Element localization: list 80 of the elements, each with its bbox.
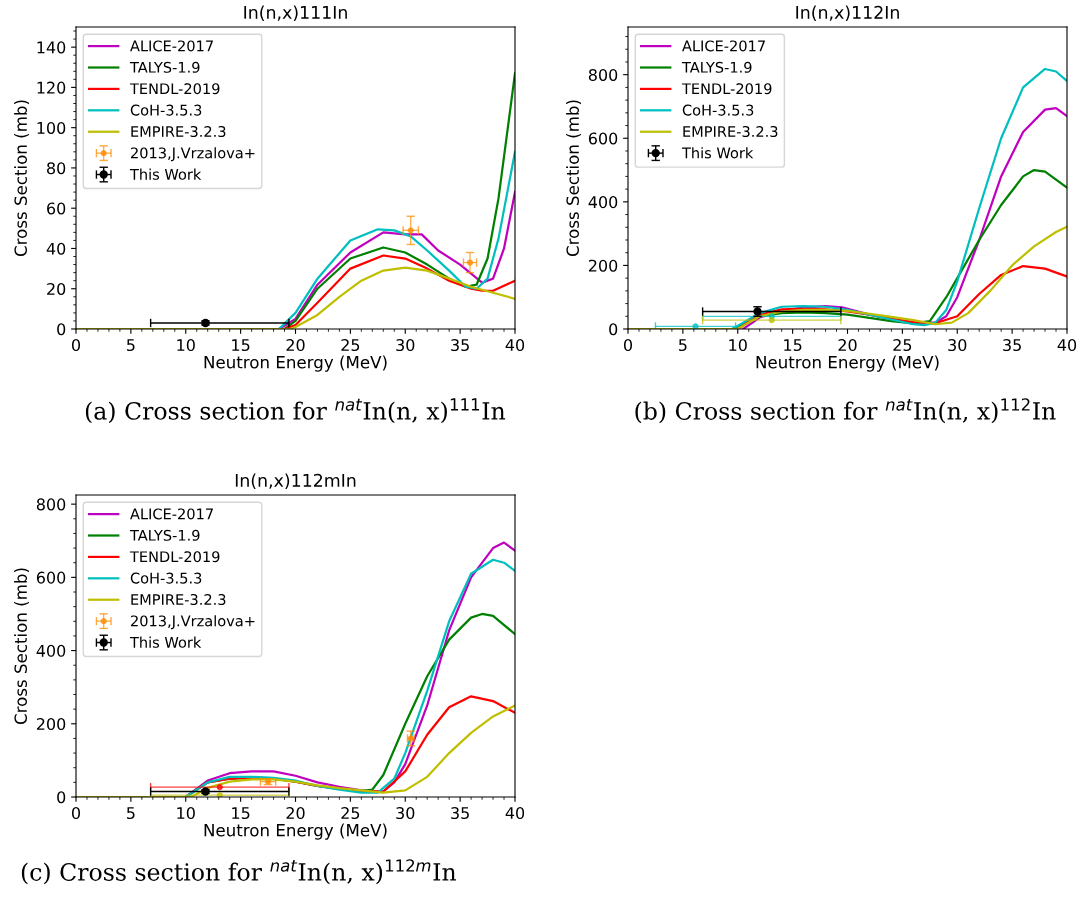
- legend-label: 2013,J.Vrzalova+: [131, 615, 255, 630]
- x-tick-label: 25: [893, 339, 912, 352]
- text: (b) Cross section for $^{nat}$In(n, x)$^{112}$In: [635, 398, 1056, 424]
- x-tick-label: 20: [286, 807, 305, 820]
- y-tick-label: 600: [588, 132, 618, 145]
- legend-label: CoH-3.5.3: [130, 104, 202, 116]
- legend-label: EMPIRE-3.2.3: [683, 126, 778, 138]
- y-tick-label: 140: [37, 41, 66, 54]
- legend-label: This Work: [681, 147, 754, 159]
- x-tick-label: 15: [784, 339, 802, 352]
- y-tick-label: 400: [36, 644, 66, 657]
- x-tick-label: 35: [451, 339, 469, 352]
- x-axis-title: Neutron Energy (MeV): [756, 355, 939, 372]
- x-tick-label: 40: [505, 807, 525, 820]
- text: (c) Cross section for $^{nat}$In(n, x)$^{112m}$In: [21, 859, 457, 885]
- x-tick-label: 25: [341, 807, 360, 820]
- x-tick-label: 15: [232, 807, 250, 820]
- legend-label: TENDL-2019: [681, 83, 772, 95]
- x-tick-label: 5: [127, 807, 135, 820]
- x-tick-label: 40: [1057, 339, 1077, 352]
- y-axis-title: Cross Section (mb): [566, 100, 581, 257]
- x-tick-label: 20: [286, 339, 305, 352]
- y-tick-label: 800: [588, 68, 618, 81]
- x-tick-label: 35: [1003, 339, 1021, 352]
- legend-label: EMPIRE-3.2.3: [131, 126, 226, 138]
- y-tick-label: 120: [37, 81, 66, 94]
- point: [407, 227, 414, 234]
- x-tick-label: 20: [838, 339, 857, 352]
- y-tick-label: 800: [36, 498, 66, 511]
- x-axis-title: Neutron Energy (MeV): [204, 355, 387, 372]
- y-tick-label: 0: [57, 323, 66, 336]
- x-tick-label: 0: [71, 339, 81, 352]
- legend-label: CoH-3.5.3: [130, 572, 202, 584]
- point: [466, 259, 474, 266]
- x-tick-label: 5: [679, 339, 687, 352]
- y-tick-label: 60: [47, 202, 66, 215]
- legend-label: ALICE-2017: [130, 508, 213, 520]
- point: [216, 783, 223, 791]
- y-tick-label: 40: [46, 242, 66, 255]
- y-tick-label: 200: [36, 718, 66, 731]
- x-tick-label: 30: [396, 339, 415, 352]
- y-axis-title: Cross Section (mb): [14, 568, 29, 725]
- y-tick-label: 20: [47, 282, 66, 296]
- legend-label: 2013,J.Vrzalova+: [131, 147, 255, 162]
- x-tick-label: 35: [451, 807, 469, 820]
- x-tick-label: 40: [505, 339, 525, 352]
- legend-label: This Work: [129, 636, 202, 648]
- legend-label: ALICE-2017: [682, 40, 765, 52]
- x-tick-label: 30: [948, 339, 967, 352]
- legend-label: CoH-3.5.3: [682, 104, 754, 116]
- x-tick-label: 15: [232, 339, 250, 352]
- legend-label: TENDL-2019: [129, 83, 220, 95]
- x-tick-label: 0: [623, 339, 633, 352]
- x-tick-label: 10: [177, 807, 195, 820]
- y-tick-label: 600: [36, 571, 66, 584]
- legend-label: TALYS-1.9: [129, 529, 200, 541]
- y-tick-label: 200: [588, 259, 618, 272]
- y-tick-label: 400: [588, 196, 618, 209]
- legend-label: TALYS-1.9: [129, 61, 200, 73]
- y-tick-label: 80: [47, 162, 66, 175]
- x-tick-label: 5: [127, 339, 135, 352]
- x-tick-label: 25: [341, 339, 360, 352]
- y-axis-title: Cross Section (mb): [14, 100, 29, 257]
- chart-title: In(n,x)112mIn: [235, 473, 356, 489]
- x-axis-title: Neutron Energy (MeV): [204, 823, 387, 840]
- x-tick-label: 10: [729, 339, 747, 352]
- legend-label: EMPIRE-3.2.3: [131, 594, 226, 606]
- legend-label: TALYS-1.9: [681, 61, 752, 73]
- chart-title: In(n,x)111In: [244, 5, 347, 21]
- legend-label: ALICE-2017: [130, 40, 213, 52]
- legend-label: TENDL-2019: [129, 551, 220, 563]
- y-tick-label: 0: [609, 323, 618, 336]
- y-tick-label: 0: [57, 791, 66, 804]
- text: (a) Cross section for $^{nat}$In(n, x)$^{111}$In: [85, 398, 506, 424]
- chart-title: In(n,x)112In: [796, 5, 899, 21]
- x-tick-label: 0: [71, 807, 81, 820]
- x-tick-label: 10: [177, 339, 195, 352]
- y-tick-label: 100: [37, 121, 66, 134]
- legend-label: This Work: [129, 168, 202, 180]
- x-tick-label: 30: [396, 807, 415, 820]
